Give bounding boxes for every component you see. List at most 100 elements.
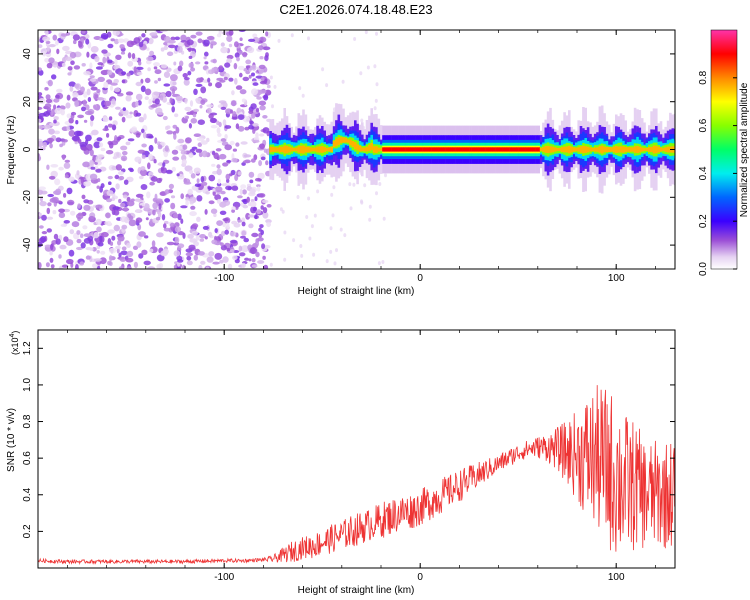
heatmap-cell <box>218 100 227 104</box>
heatmap-cell <box>61 62 66 68</box>
heatmap-cell <box>278 146 282 153</box>
heatmap-cell <box>107 175 113 180</box>
heatmap-cell <box>226 222 230 229</box>
heatmap-cell <box>64 56 73 62</box>
heatmap-cell <box>189 170 194 174</box>
heatmap-cell <box>66 258 74 265</box>
heatmap-cell <box>258 160 262 167</box>
heatmap-cell <box>191 146 198 150</box>
heatmap-cell <box>201 181 208 186</box>
heatmap-cell <box>242 76 250 82</box>
heatmap-cell <box>113 65 119 70</box>
heatmap-cell <box>266 84 271 89</box>
heatmap-cell <box>229 239 238 244</box>
heatmap-cell <box>256 184 261 188</box>
heatmap-cell <box>60 223 67 227</box>
heatmap-cell <box>520 147 524 152</box>
heatmap-cell <box>94 156 102 163</box>
heatmap-cell <box>301 93 305 98</box>
heatmap-cell <box>269 146 272 153</box>
heatmap-cell <box>125 257 134 263</box>
heatmap-cell <box>135 93 143 101</box>
heatmap-cell <box>405 147 409 152</box>
heatmap-cell <box>222 119 227 126</box>
heatmap-cell <box>121 224 128 230</box>
colorbar-tick-label: 0.2 <box>698 214 709 228</box>
heatmap-cell <box>441 147 444 152</box>
heatmap-cell <box>476 147 479 152</box>
heatmap-cell <box>232 201 241 208</box>
heatmap-cell <box>600 145 604 154</box>
heatmap-cell <box>117 171 124 176</box>
heatmap-cell <box>419 147 423 152</box>
heatmap-cell <box>239 37 243 41</box>
heatmap-cell <box>256 209 261 215</box>
heatmap-cell <box>69 86 74 92</box>
heatmap-cell <box>307 36 310 41</box>
heatmap-cell <box>39 225 44 229</box>
heatmap-cell <box>55 94 60 99</box>
heatmap-cell <box>55 137 62 143</box>
heatmap-cell <box>245 65 251 69</box>
heatmap-cell <box>139 205 143 209</box>
heatmap-cell <box>129 127 138 133</box>
heatmap-cell <box>187 47 195 51</box>
heatmap-cell <box>140 85 146 93</box>
heatmap-cell <box>190 67 196 72</box>
heatmap-cell <box>63 193 67 198</box>
heatmap-cell <box>114 38 119 45</box>
heatmap-cell <box>150 176 158 182</box>
heatmap-cell <box>136 241 142 248</box>
heatmap-cell <box>107 43 114 49</box>
heatmap-cell <box>251 72 255 77</box>
heatmap-cell <box>69 51 77 59</box>
heatmap-x-ticks: -100 0 100 <box>67 30 656 284</box>
heatmap-cell <box>125 91 134 96</box>
heatmap-cell <box>389 147 392 152</box>
heatmap-cell <box>224 144 232 151</box>
heatmap-cell <box>328 147 331 152</box>
heatmap-cell <box>157 77 162 82</box>
heatmap-cell <box>659 147 663 152</box>
heatmap-cell <box>259 105 266 111</box>
heatmap-cell <box>98 142 104 148</box>
heatmap-cell <box>148 135 154 139</box>
heatmap-cell <box>445 147 449 152</box>
heatmap-cell <box>49 122 57 126</box>
heatmap-cell <box>165 169 173 174</box>
heatmap-cell <box>156 177 162 184</box>
y-tick-label: 0.8 <box>22 414 33 428</box>
heatmap-cell <box>162 115 168 121</box>
heatmap-cell <box>86 88 91 96</box>
heatmap-cell <box>582 145 585 154</box>
heatmap-cell <box>148 98 152 105</box>
heatmap-cell <box>85 104 90 111</box>
heatmap-cell <box>189 200 194 205</box>
x-tick-label: 0 <box>417 572 423 583</box>
heatmap-cell <box>640 147 644 152</box>
heatmap-cell <box>664 147 667 152</box>
heatmap-cell <box>605 147 609 152</box>
heatmap-cell <box>175 126 180 134</box>
heatmap-cell <box>97 178 101 183</box>
heatmap-cell <box>313 213 317 218</box>
heatmap-cell <box>220 190 226 195</box>
heatmap-cell <box>54 107 63 115</box>
heatmap-cell <box>612 146 616 153</box>
heatmap-cell <box>532 147 536 152</box>
heatmap-cell <box>144 88 152 96</box>
heatmap-cell <box>492 147 496 152</box>
heatmap-cell <box>50 264 55 269</box>
heatmap-cell <box>264 89 272 96</box>
heatmap-cell <box>113 87 121 93</box>
heatmap-cell <box>174 236 180 244</box>
heatmap-cell <box>260 205 264 210</box>
heatmap-cell <box>252 82 259 86</box>
heatmap-cell <box>135 132 141 138</box>
heatmap-cell <box>80 86 85 93</box>
heatmap-cell <box>114 174 120 180</box>
heatmap-cell <box>391 147 395 152</box>
heatmap-cell <box>177 259 184 263</box>
heatmap-cell <box>316 189 320 194</box>
heatmap-cell <box>65 32 71 36</box>
